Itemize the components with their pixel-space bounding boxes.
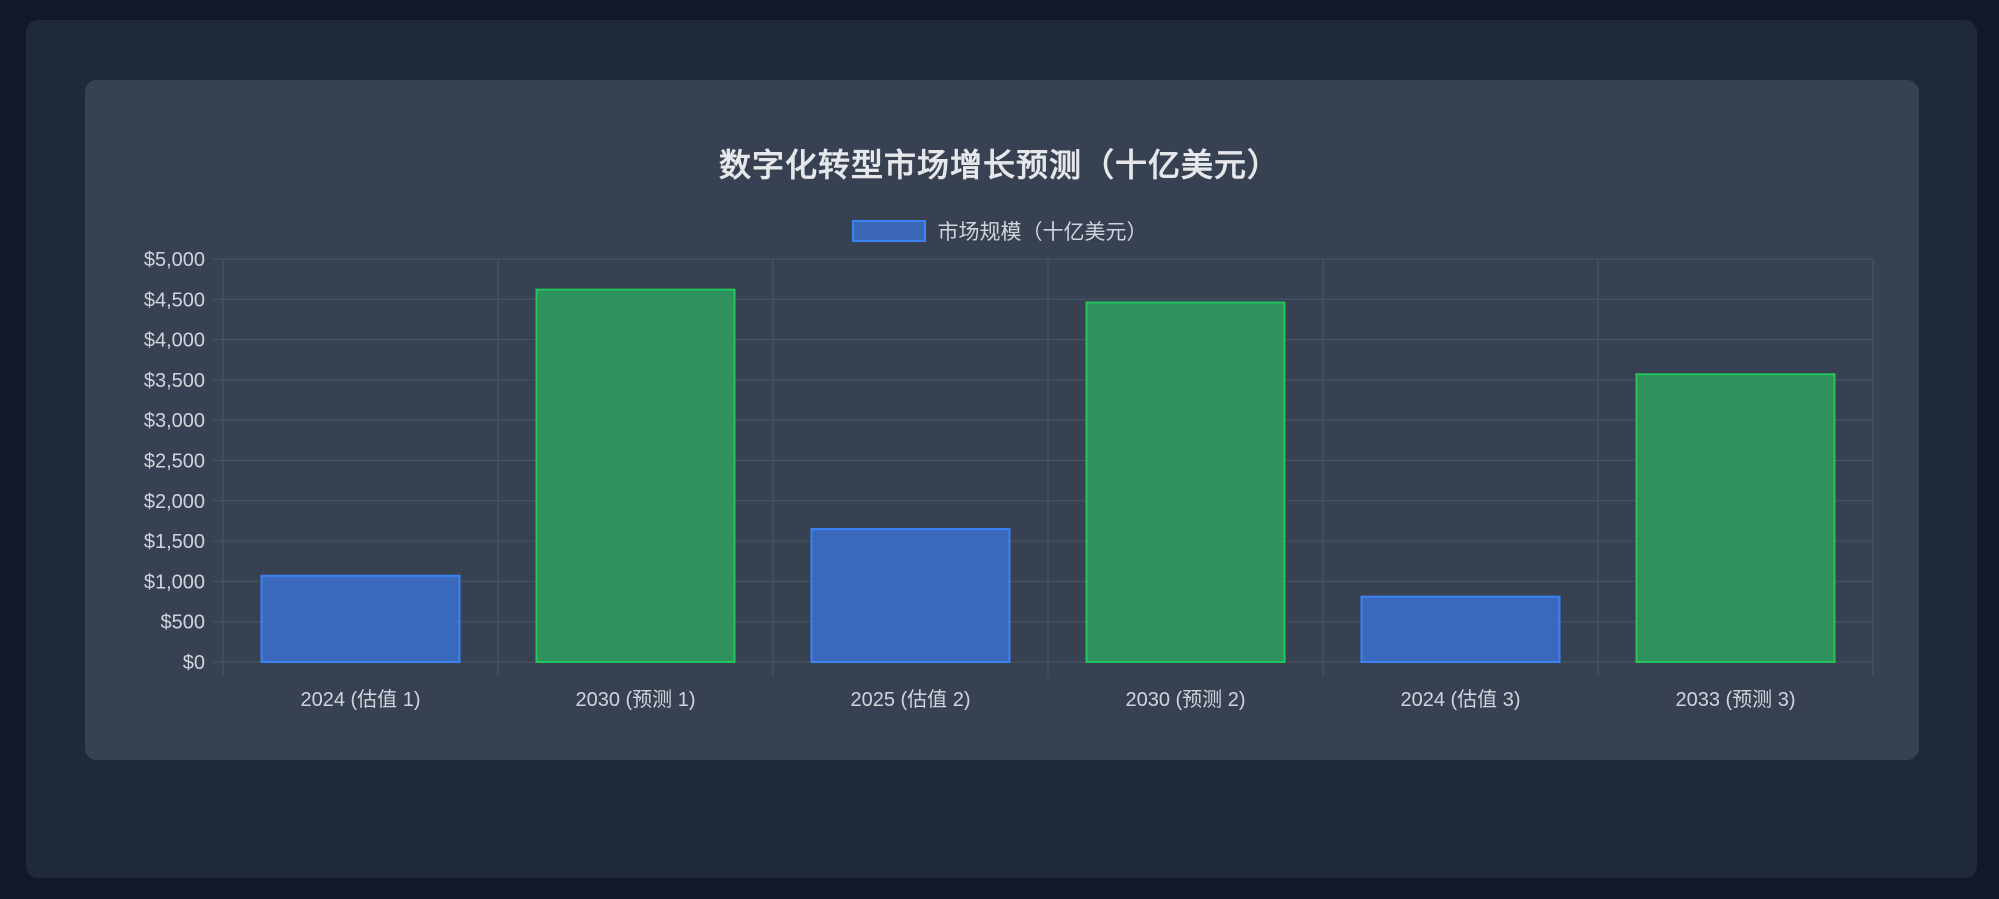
y-tick-label: $2,000 — [144, 491, 205, 513]
x-tick-label: 2030 (预测 2) — [1125, 688, 1245, 711]
bar[interactable] — [1635, 373, 1836, 663]
x-tick-label: 2024 (估值 1) — [300, 688, 420, 711]
bars-layer — [260, 288, 1836, 664]
y-tick-label: $3,500 — [144, 370, 205, 392]
grid-layer — [213, 258, 1874, 676]
y-tick-label: $2,500 — [144, 451, 205, 473]
y-tick-label: $4,000 — [144, 330, 205, 352]
y-tick-label: $5,000 — [144, 249, 205, 271]
bar[interactable] — [260, 574, 461, 663]
x-tick-label: 2033 (预测 3) — [1675, 688, 1795, 711]
y-tick-label: $1,500 — [144, 531, 205, 553]
legend-label[interactable]: 市场规模（十亿美元） — [937, 221, 1148, 244]
y-axis: $0 $500 $1,000 $1,500 $2,000 $2,500 $3,000 $3,5… — [144, 249, 205, 674]
bar[interactable] — [810, 528, 1011, 664]
x-tick-label: 2024 (估值 3) — [1400, 688, 1520, 711]
bar[interactable] — [1360, 595, 1561, 663]
chart-legend[interactable]: 市场规模（十亿美元） — [0, 216, 1999, 246]
x-tick-label: 2030 (预测 1) — [575, 688, 695, 711]
y-tick-label: $3,000 — [144, 410, 205, 432]
bar[interactable] — [1085, 301, 1286, 663]
y-tick-label: $500 — [161, 612, 206, 634]
y-tick-label: $4,500 — [144, 289, 205, 311]
bar[interactable] — [535, 288, 736, 663]
x-axis: 2024 (估值 1) 2030 (预测 1) 2025 (估值 2) 2030 (预… — [300, 688, 1795, 711]
y-tick-label: $0 — [183, 652, 205, 674]
x-tick-label: 2025 (估值 2) — [850, 688, 970, 711]
y-tick-label: $1,000 — [144, 571, 205, 593]
legend-swatch[interactable] — [851, 220, 926, 242]
chart-title: 数字化转型市场增长预测（十亿美元） — [718, 147, 1280, 183]
